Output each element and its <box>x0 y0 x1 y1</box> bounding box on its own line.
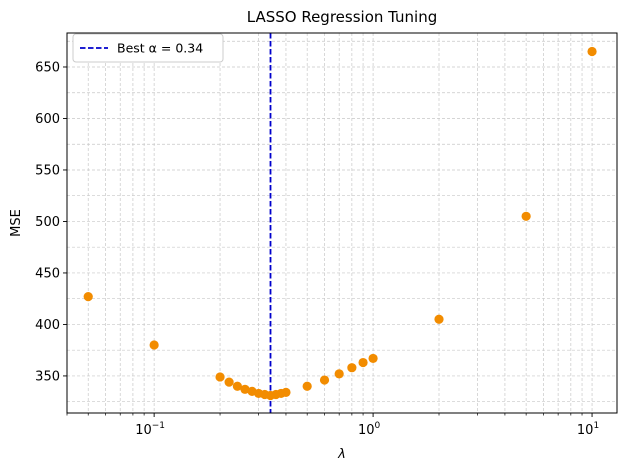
scatter-point <box>587 46 597 57</box>
legend-label: Best α = 0.34 <box>117 41 203 56</box>
scatter-point <box>521 211 531 221</box>
y-tick-label: 650 <box>35 60 60 75</box>
y-tick-label: 350 <box>35 369 60 384</box>
chart-title: LASSO Regression Tuning <box>247 8 438 26</box>
scatter-point <box>302 381 312 391</box>
scatter-point <box>334 369 344 379</box>
grid <box>66 33 617 413</box>
x-axis-ticks: 10−1 100 101 <box>66 413 599 438</box>
scatter-point <box>215 372 225 382</box>
x-tick-label: 10−1 <box>135 421 165 438</box>
y-tick-label: 400 <box>35 318 60 333</box>
y-tick-label: 550 <box>35 163 60 178</box>
scatter-point <box>240 384 250 394</box>
y-axis-ticks: 350 400 450 500 550 600 650 <box>35 60 67 384</box>
x-axis-label: λ <box>337 447 346 462</box>
scatter-point <box>281 387 291 398</box>
y-tick-label: 500 <box>35 215 60 230</box>
y-tick-label: 450 <box>35 266 60 281</box>
x-tick-label: 100 <box>358 421 381 438</box>
scatter-point <box>358 357 368 368</box>
scatter-point <box>149 340 159 350</box>
plot-frame <box>66 32 618 414</box>
scatter-point <box>434 314 444 324</box>
scatter-points <box>83 46 597 401</box>
scatter-point <box>368 353 378 364</box>
scatter-point <box>224 377 234 387</box>
scatter-point <box>347 363 357 373</box>
scatter-point <box>319 375 330 385</box>
legend: Best α = 0.34 <box>72 33 224 63</box>
y-tick-label: 600 <box>35 112 60 127</box>
scatter-point <box>83 292 93 302</box>
y-axis-label: MSE <box>9 209 24 237</box>
scatter-point <box>232 381 242 391</box>
x-tick-label: 101 <box>577 421 599 438</box>
legend-box <box>72 33 224 63</box>
